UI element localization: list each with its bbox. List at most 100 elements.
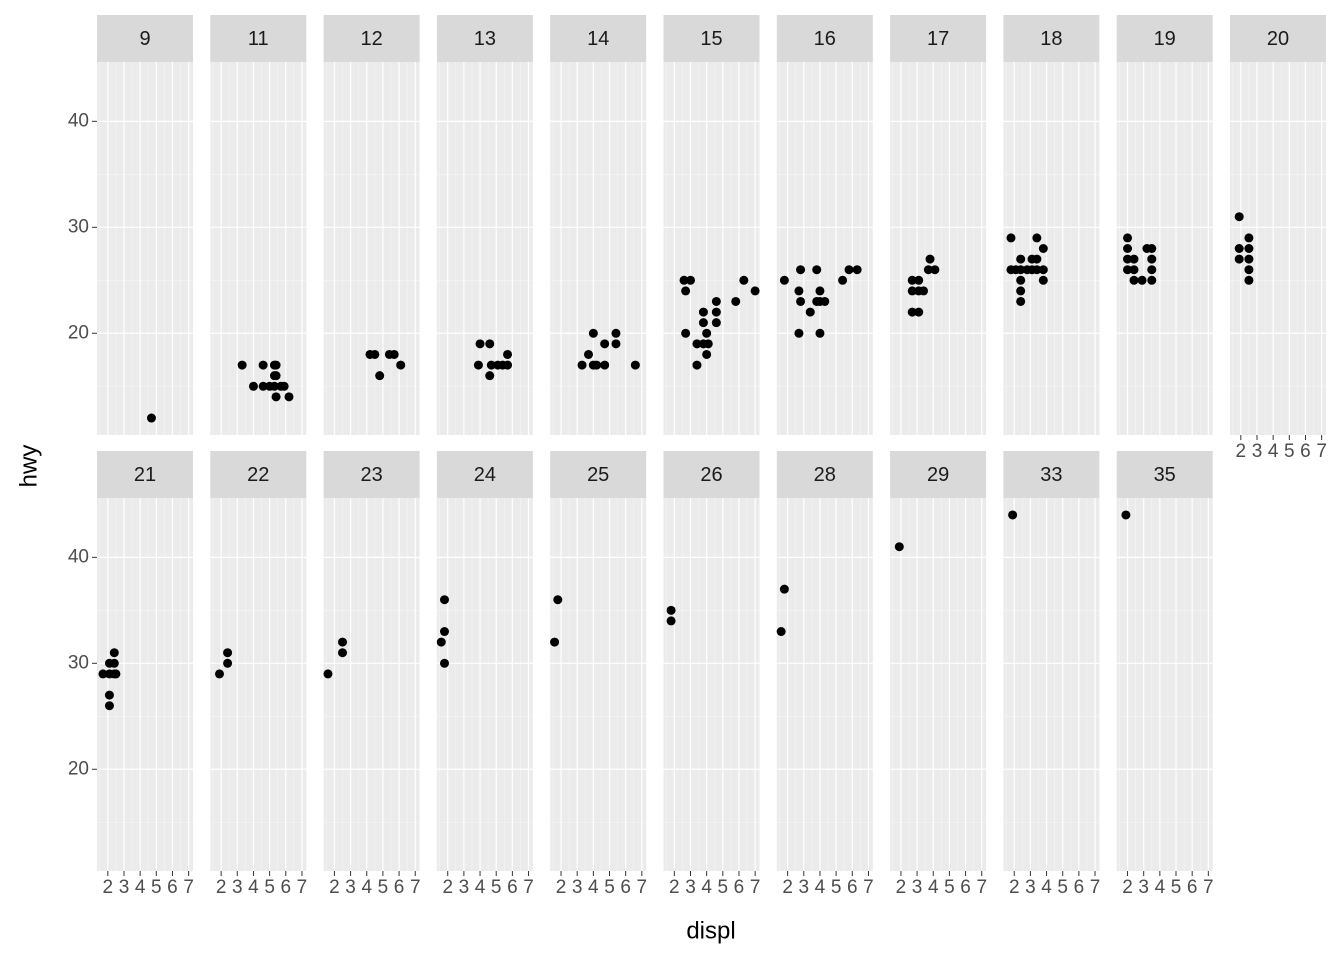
point [1147,244,1157,253]
panel-background [890,62,987,435]
point [1129,275,1139,285]
x-tick-label: 3 [572,877,583,898]
point [279,381,289,391]
point [692,339,702,349]
point [1147,265,1157,275]
point [692,360,702,370]
point [907,286,917,296]
strip-label: 14 [587,28,609,50]
point [923,265,933,275]
x-tick-label: 6 [960,877,971,898]
point [473,360,483,370]
x-tick-label: 4 [1041,877,1052,898]
strip-label: 22 [247,464,269,486]
strip-label: 15 [700,28,722,50]
x-tick-label: 4 [1268,441,1279,462]
x-tick-label: 2 [442,877,453,898]
point [370,349,380,359]
point [223,658,233,668]
strip [97,15,193,62]
panel-background [97,62,193,435]
point [1137,275,1147,285]
x-tick-label: 5 [831,877,842,898]
point [907,307,917,317]
x-tick-label: 7 [410,877,421,898]
point [485,371,495,381]
panel-background [776,62,873,435]
point [1016,296,1026,306]
point [666,616,676,626]
point [914,307,924,317]
point [475,339,485,349]
strip [890,451,987,498]
x-tick-label: 6 [394,877,405,898]
point [1244,254,1254,264]
strip [663,451,760,498]
x-tick-label: 6 [507,877,518,898]
strip [323,451,420,498]
panel-background [97,498,193,871]
x-tick-label: 6 [734,877,745,898]
point [265,381,275,391]
strip [776,451,873,498]
point [436,637,446,647]
point [1234,212,1244,222]
point [1006,233,1016,243]
strip-label: 33 [1040,464,1062,486]
point [486,360,496,370]
strip [1116,451,1213,498]
point [815,286,825,296]
point [1244,265,1254,275]
strip [323,15,420,62]
point [503,360,513,370]
x-tick-label: 2 [1009,877,1020,898]
strip-label: 17 [927,28,949,50]
point [1038,265,1048,275]
x-tick-label: 5 [378,877,389,898]
x-tick-label: 4 [701,877,712,898]
point [779,275,789,285]
point [338,648,348,658]
y-tick-label: 40 [68,546,89,567]
point [1147,254,1157,264]
x-tick-label: 6 [167,877,178,898]
strip [1003,451,1100,498]
strip-label: 23 [360,464,382,486]
x-tick-label: 6 [1187,877,1198,898]
x-tick-label: 6 [847,877,858,898]
point [111,669,121,679]
point [1123,265,1133,275]
point [698,307,708,317]
panel-background [436,62,533,435]
point [600,339,610,349]
point [248,381,258,391]
x-tick-label: 2 [782,877,793,898]
x-tick-label: 4 [815,877,826,898]
point [1016,275,1026,285]
point [907,275,917,285]
x-tick-label: 5 [604,877,615,898]
point [503,349,513,359]
point [805,307,815,317]
point [284,392,294,402]
y-tick-label: 30 [68,216,89,237]
strip-label: 9 [139,28,150,50]
y-tick-label: 30 [68,652,89,673]
strip [1230,15,1326,62]
y-axis-title: hwy [15,445,42,488]
x-tick-label: 4 [928,877,939,898]
strip-label: 12 [360,28,382,50]
point [1038,275,1048,285]
point [796,265,806,275]
strip [436,451,533,498]
point [914,275,924,285]
x-tick-label: 7 [1090,877,1101,898]
strip-label: 35 [1154,464,1176,486]
x-tick-label: 2 [1122,877,1133,898]
point [389,349,399,359]
point [1032,254,1042,264]
point [338,637,348,647]
strip [550,15,647,62]
panel-background [1003,498,1100,871]
